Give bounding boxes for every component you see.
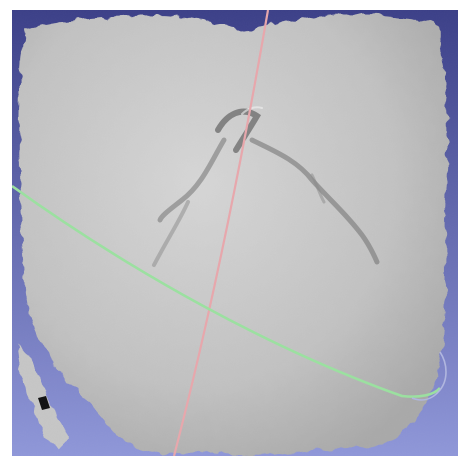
- mesh-ridge: [152, 106, 380, 267]
- trackball-vertical-ring[interactable]: [172, 10, 270, 456]
- trackball-gizmo[interactable]: [12, 10, 447, 456]
- trackball-side-ring[interactable]: [411, 351, 447, 401]
- trackball-horizontal-ring[interactable]: [12, 184, 441, 398]
- 3d-viewport[interactable]: [12, 10, 458, 456]
- viewport-canvas[interactable]: [12, 10, 458, 456]
- mesh-grain: [12, 10, 458, 456]
